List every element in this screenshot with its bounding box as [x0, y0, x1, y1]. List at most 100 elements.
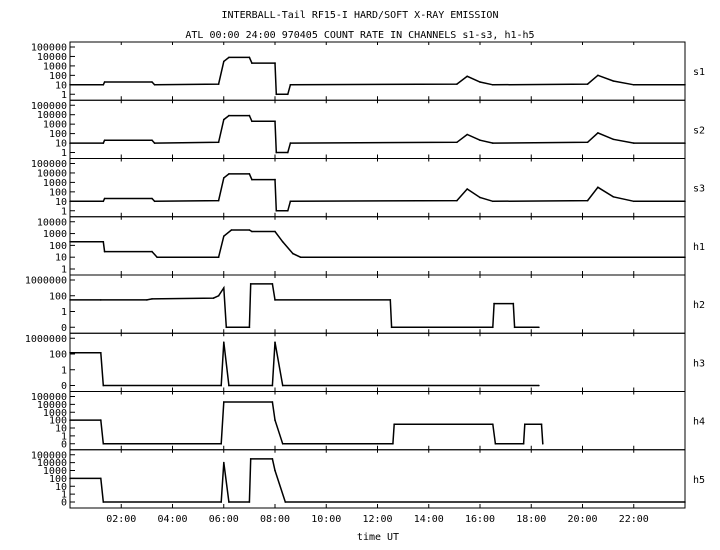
data-point-h2 [271, 283, 274, 285]
y-tick-label: 0 [61, 323, 67, 334]
y-tick-label: 100 [49, 187, 67, 198]
y-tick-label: 10 [55, 253, 67, 264]
y-tick-label: 1000 [43, 408, 67, 419]
data-point-h5 [274, 469, 276, 472]
data-point-s3 [612, 196, 615, 198]
y-tick-label: 10000 [37, 217, 67, 228]
data-point-s2 [289, 142, 292, 144]
y-tick-label: 100000 [31, 450, 67, 461]
data-point-s3 [492, 200, 494, 203]
data-point-s1 [612, 80, 615, 82]
data-point-h3 [223, 341, 225, 344]
data-point-h5 [248, 501, 251, 503]
data-point-s1 [102, 84, 105, 86]
data-point-h1 [69, 241, 71, 243]
x-tick-label: 18:00 [516, 514, 546, 525]
data-point-s1 [466, 75, 469, 78]
data-point-h4 [524, 423, 526, 426]
panel-h2: 1000000 100 1 0 h2 [25, 274, 705, 334]
data-point-s2 [492, 142, 494, 144]
channel-label-h4: h4 [693, 417, 705, 428]
data-point-h2 [223, 287, 225, 289]
data-point-h1 [299, 256, 302, 259]
data-point-h1 [103, 250, 106, 253]
data-point-h5 [69, 477, 71, 480]
data-point-h5 [249, 458, 252, 460]
data-point-h5 [684, 501, 686, 503]
data-point-h4 [100, 419, 102, 421]
data-point-s2 [597, 132, 599, 134]
x-tick-label: 22:00 [619, 514, 649, 525]
panel-frame-s3 [69, 158, 686, 218]
channel-label-h1: h1 [693, 242, 705, 253]
y-tick-label: 10000 [37, 110, 67, 121]
data-point-h2 [248, 326, 251, 329]
data-point-s2 [287, 151, 289, 154]
panel-frame-h4 [69, 391, 686, 451]
data-point-s3 [275, 210, 278, 212]
data-point-h2 [512, 302, 515, 305]
y-tick-label: 100000 [31, 159, 67, 170]
data-point-s3 [466, 188, 469, 190]
data-point-s3 [287, 210, 289, 212]
data-point-s3 [274, 178, 276, 181]
data-point-h3 [281, 384, 284, 387]
data-point-h2 [493, 302, 495, 305]
data-point-s2 [223, 118, 225, 121]
data-point-h4 [540, 423, 543, 426]
data-point-h4 [492, 423, 494, 426]
data-point-s1 [217, 83, 220, 85]
data-point-h4 [271, 401, 274, 403]
y-tick-label: 0 [61, 439, 67, 450]
data-point-s2 [456, 141, 458, 144]
y-tick-label: 10 [55, 80, 67, 91]
data-point-h1 [684, 256, 686, 259]
y-tick-label: 100000 [31, 392, 67, 403]
chart-title: INTERBALL-Tail RF15-I HARD/SOFT X-RAY EM… [222, 10, 499, 21]
data-point-h2 [151, 298, 153, 300]
data-point-s1 [151, 81, 153, 83]
data-point-s2 [151, 139, 153, 141]
data-point-s1 [492, 84, 494, 86]
channel-label-h2: h2 [693, 300, 705, 311]
data-point-s2 [248, 114, 251, 117]
channel-label-h5: h5 [693, 475, 705, 486]
channel-panels: 100000100001000100101s110000010000100010… [25, 41, 705, 509]
data-point-h1 [230, 229, 233, 231]
y-tick-label: 100 [49, 416, 67, 427]
series-line-h1 [70, 229, 685, 258]
y-tick-label: 10 [55, 482, 67, 493]
data-point-s1 [275, 93, 278, 96]
data-point-s1 [586, 83, 589, 85]
data-point-s1 [251, 62, 253, 64]
y-tick-label: 10000 [37, 52, 67, 63]
data-point-h2 [100, 299, 102, 301]
data-point-s2 [102, 142, 105, 144]
data-point-h2 [69, 299, 71, 301]
data-point-h1 [251, 230, 253, 233]
data-point-h3 [274, 341, 276, 344]
data-point-s1 [248, 56, 251, 59]
data-point-h5 [271, 458, 274, 460]
y-tick-label: 100 [49, 129, 67, 140]
data-point-s2 [251, 120, 253, 123]
data-point-s1 [287, 93, 289, 96]
data-point-h5 [223, 461, 225, 464]
channel-label-s1: s1 [693, 67, 705, 78]
x-tick-label: 16:00 [465, 514, 495, 525]
y-tick-label: 1000 [43, 120, 67, 131]
data-point-s2 [153, 142, 156, 144]
data-point-h2 [538, 326, 540, 329]
data-point-h5 [228, 501, 230, 503]
data-point-h5 [100, 477, 102, 480]
panel-frame-s2 [69, 99, 686, 159]
series-line-h4 [70, 401, 544, 445]
data-point-h4 [393, 423, 396, 426]
data-point-s3 [456, 199, 458, 202]
y-tick-label: 10000 [37, 168, 67, 179]
y-tick-label: 1 [61, 206, 67, 217]
